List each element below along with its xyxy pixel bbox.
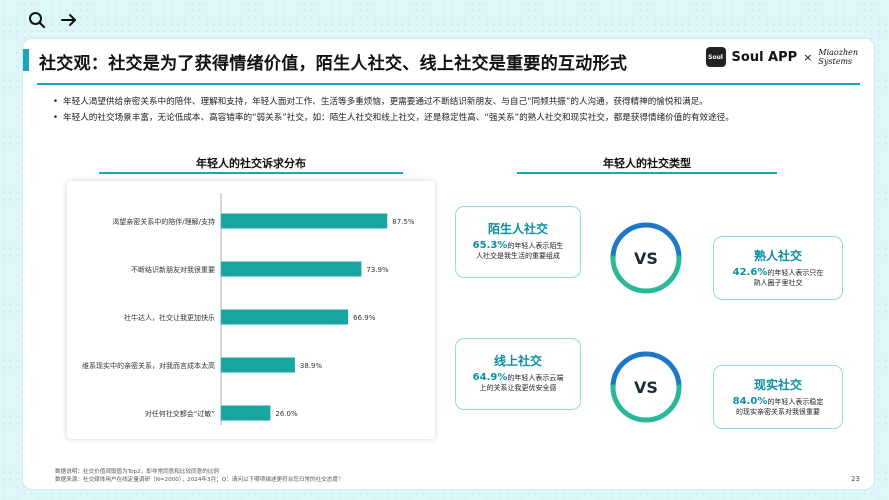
demand-bar-chart: 渴望亲密关系中的陪伴/理解/支持 87.5% 不断结识新朋友对我很重要 73.9% 社牛… <box>67 181 435 439</box>
top-toolbar <box>0 0 889 40</box>
miaozhen-line2: Systems <box>818 57 853 66</box>
bar <box>221 213 388 229</box>
bullet-item: 年轻人的社交场景丰富，无论低成本、高容错率的“弱关系”社交，如：陌生人社交和线上… <box>53 111 863 125</box>
type-card-stranger: 陌生人社交 65.3%的年轻人表示陌生 人社交是我生活的重要组成 <box>455 206 581 278</box>
type-desc-online: 64.9%的年轻人表示云端 上的关系让我更优安全感 <box>456 373 580 393</box>
footnote-line1: 数据说明：社交价值观取值为Top2，即非常同意和比较同意的比例 <box>55 469 220 475</box>
type-card-offline: 现实社交 84.0%的年轻人表示稳定 的现实亲密关系对我很重要 <box>713 365 843 429</box>
value-label: 87.5% <box>392 218 415 226</box>
type-text1-acquaint: 的年轻人表示只在 <box>767 269 824 277</box>
left-section-underline <box>99 172 403 174</box>
type-card-acquaint: 熟人社交 42.6%的年轻人表示只在 熟人圈子里社交 <box>713 236 843 300</box>
category-label: 社牛达人，社交让我更加快乐 <box>124 313 215 322</box>
soul-app-name: Soul APP <box>731 49 798 65</box>
bar-chart-svg: 渴望亲密关系中的陪伴/理解/支持 87.5% 不断结识新朋友对我很重要 73.9% 社牛… <box>82 193 415 425</box>
category-label: 渴望亲密关系中的陪伴/理解/支持 <box>112 217 215 226</box>
page-number: 23 <box>851 475 860 483</box>
type-text2-offline: 的现实亲密关系对我很重要 <box>736 408 820 416</box>
value-label: 73.9% <box>366 266 389 274</box>
vs-ring-1: VS <box>601 213 691 303</box>
type-card-online: 线上社交 64.9%的年轻人表示云端 上的关系让我更优安全感 <box>455 338 581 410</box>
type-title-acquaint: 熟人社交 <box>753 249 802 263</box>
type-pct-stranger: 65.3% <box>472 240 508 251</box>
page-title: 社交观：社交是为了获得情绪价值，陌生人社交、线上社交是重要的互动形式 <box>39 54 628 74</box>
type-desc-stranger: 65.3%的年轻人表示陌生 人社交是我生活的重要组成 <box>456 241 580 261</box>
right-section-title: 年轻人的社交类型 <box>603 157 691 170</box>
category-label: 维系现实中的亲密关系，对我而言成本太高 <box>82 361 215 370</box>
miaozhen-logo: Miaozhen Systems <box>818 48 858 66</box>
vs-ring-2-svg <box>610 351 682 423</box>
right-section-underline <box>517 172 777 174</box>
footnote: 数据说明：社交价值观取值为Top2，即非常同意和比较同意的比例 数据来源：社交媒… <box>55 468 344 484</box>
title-underline <box>37 83 860 85</box>
footnote-line2: 数据来源：社交媒体用户在线定量调研（N=2000），2024年3月；Q：请问以下… <box>55 477 344 483</box>
bar <box>221 309 349 325</box>
type-title-stranger: 陌生人社交 <box>487 222 548 236</box>
category-label: 对任何社交都会“过敏” <box>145 409 215 418</box>
type-text1-online: 的年轻人表示云端 <box>507 374 564 382</box>
type-text2-online: 上的关系让我更优安全感 <box>479 384 557 392</box>
type-text1-offline: 的年轻人表示稳定 <box>767 398 824 406</box>
type-text1-stranger: 的年轻人表示陌生 <box>507 242 564 250</box>
vs-label-2: VS <box>634 377 658 397</box>
type-title-online: 线上社交 <box>493 354 542 368</box>
type-pct-acquaint: 42.6% <box>732 267 768 278</box>
type-text2-stranger: 人社交是我生活的重要组成 <box>476 252 560 260</box>
value-label: 66.9% <box>353 314 376 322</box>
left-section-title: 年轻人的社交诉求分布 <box>196 157 306 170</box>
miaozhen-line1: Miaozhen <box>818 48 858 57</box>
bar <box>221 405 271 421</box>
soul-logo-box: Soul <box>705 47 726 67</box>
type-pct-offline: 84.0% <box>732 396 768 407</box>
type-desc-acquaint: 42.6%的年轻人表示只在 熟人圈子里社交 <box>714 268 842 288</box>
vs-ring-2: VS <box>601 342 691 432</box>
vs-label-1: VS <box>634 248 658 268</box>
vs-ring-1-svg <box>610 222 682 294</box>
title-accent-bar <box>23 49 29 71</box>
type-desc-offline: 84.0%的年轻人表示稳定 的现实亲密关系对我很重要 <box>714 397 842 417</box>
bar <box>221 357 295 373</box>
type-title-offline: 现实社交 <box>753 378 802 392</box>
type-text2-acquaint: 熟人圈子里社交 <box>753 279 803 287</box>
category-label: 不断结识新朋友对我很重要 <box>131 265 215 274</box>
slide-card: 社交观：社交是为了获得情绪价值，陌生人社交、线上社交是重要的互动形式 Soul … <box>22 38 875 490</box>
arrow-right-icon[interactable] <box>60 11 78 29</box>
value-label: 26.0% <box>275 410 298 418</box>
search-icon[interactable] <box>28 11 46 29</box>
bullet-list: 年轻人渴望供给亲密关系中的陪伴、理解和支持，年轻人面对工作、生活等多重烦恼，更需… <box>53 95 863 127</box>
value-label: 38.9% <box>300 362 323 370</box>
bullet-item: 年轻人渴望供给亲密关系中的陪伴、理解和支持，年轻人面对工作、生活等多重烦恼，更需… <box>53 95 863 109</box>
type-pct-online: 64.9% <box>472 372 508 383</box>
brand-logo: Soul Soul APP × Miaozhen Systems <box>705 47 858 67</box>
bar <box>221 261 362 277</box>
logo-times: × <box>803 50 813 64</box>
